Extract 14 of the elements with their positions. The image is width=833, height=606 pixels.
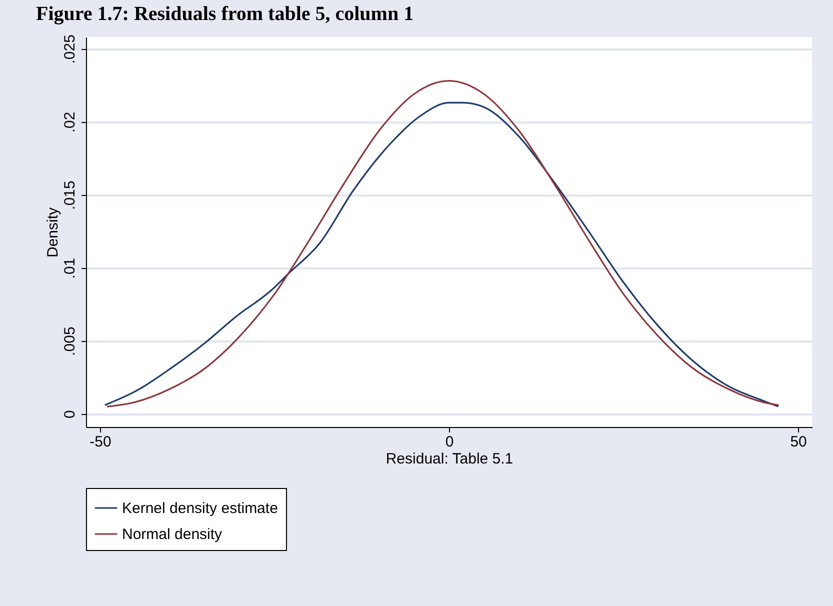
legend-label: Normal density: [122, 526, 223, 543]
y-tick-label: .015: [62, 180, 78, 210]
chart-title: Figure 1.7: Residuals from table 5, column 1: [36, 3, 414, 26]
legend-label: Kernel density estimate: [122, 500, 278, 517]
x-tick-label: 50: [790, 434, 807, 450]
y-tick-label: .01: [62, 258, 78, 279]
y-tick-label: .025: [62, 34, 78, 64]
x-tick-label: -50: [90, 434, 112, 450]
y-tick-label: .02: [62, 112, 78, 133]
y-axis-title: Density: [44, 207, 62, 258]
x-axis-title: Residual: Table 5.1: [386, 450, 514, 468]
x-tick-label: 0: [445, 434, 454, 450]
y-tick-label: .005: [62, 326, 78, 356]
y-tick-label: 0: [62, 410, 78, 419]
